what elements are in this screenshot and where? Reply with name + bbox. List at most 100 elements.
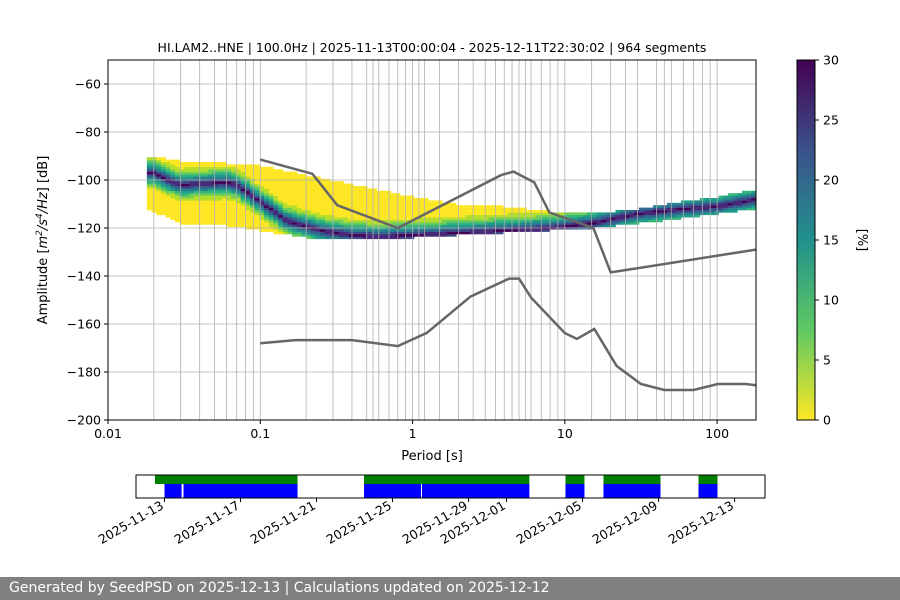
density-cell — [428, 219, 434, 223]
density-cell — [259, 195, 265, 199]
grid-lines — [108, 60, 756, 421]
density-cell — [652, 219, 659, 223]
density-cell — [409, 231, 415, 235]
density-cell — [287, 210, 293, 213]
density-cell — [189, 169, 195, 172]
density-cell — [207, 169, 213, 172]
density-cell — [203, 200, 209, 204]
density-cell — [381, 195, 387, 199]
density-cell — [320, 200, 326, 204]
density-cell — [704, 207, 710, 211]
density-cell — [648, 214, 654, 218]
density-cell — [235, 174, 241, 177]
density-cell — [540, 219, 546, 223]
density-cell — [221, 207, 227, 211]
density-cell — [292, 224, 298, 228]
density-cell — [226, 214, 232, 218]
density-cell — [264, 174, 270, 177]
density-cell — [249, 217, 256, 220]
density-cell — [540, 229, 546, 232]
density-cell — [526, 219, 532, 223]
density-cell — [226, 176, 232, 180]
density-cell — [432, 222, 438, 225]
density-cell — [240, 219, 246, 223]
density-cell — [306, 190, 312, 194]
density-cell — [737, 198, 743, 201]
psd-plot-area: 0.01 0.1 1 10 100 −60−80−100−120−140−160−180… — [67, 59, 757, 441]
density-cell — [179, 193, 185, 196]
density-cell — [338, 210, 345, 213]
density-cell — [666, 210, 673, 213]
density-cell — [278, 169, 284, 172]
density-cell — [446, 224, 452, 228]
density-cell — [189, 219, 195, 223]
density-cell — [676, 214, 682, 218]
density-cell — [235, 190, 241, 194]
density-cell — [156, 198, 162, 201]
density-cell — [324, 181, 331, 184]
timeline-tick-label: 2025-11-25 — [324, 498, 394, 547]
density-cell — [273, 174, 279, 177]
density-cell — [278, 188, 284, 192]
density-cell — [409, 195, 415, 199]
density-cell — [620, 212, 626, 216]
density-cell — [198, 186, 204, 189]
density-cell — [442, 231, 448, 235]
density-cell — [432, 200, 438, 204]
density-cell — [240, 169, 246, 172]
density-cell — [231, 210, 237, 213]
density-cell — [615, 214, 621, 218]
density-cell — [198, 193, 204, 196]
density-cell — [315, 190, 321, 194]
density-cell — [381, 234, 387, 237]
density-cell — [685, 214, 691, 218]
density-cell — [160, 174, 167, 177]
density-cell — [189, 205, 195, 208]
colorbar-tick-label: 30 — [823, 53, 839, 68]
density-cell — [479, 222, 485, 225]
density-cell — [189, 222, 195, 225]
density-cell — [221, 162, 227, 165]
density-cell — [235, 212, 241, 216]
density-cell — [577, 212, 584, 216]
density-cell — [320, 210, 326, 213]
density-cell — [245, 186, 251, 189]
density-cell — [493, 207, 499, 211]
density-cell — [203, 222, 209, 225]
density-cell — [502, 214, 509, 218]
density-cell — [301, 205, 307, 208]
density-cell — [343, 186, 349, 189]
density-cell — [306, 234, 312, 237]
density-cell — [409, 198, 415, 201]
density-cell — [287, 229, 293, 232]
colorbar-tick-label: 20 — [823, 173, 839, 188]
density-cell — [165, 171, 171, 175]
density-cell — [362, 200, 368, 204]
density-cell — [160, 171, 167, 175]
density-cell — [207, 188, 213, 192]
density-cell — [493, 205, 499, 208]
density-cell — [343, 217, 349, 220]
density-cell — [559, 219, 565, 223]
density-cell — [282, 231, 288, 235]
density-cell — [292, 176, 298, 180]
density-cell — [493, 219, 499, 223]
density-cell — [634, 214, 640, 218]
x-axis-label: Period [s] — [401, 449, 463, 464]
density-cell — [451, 222, 457, 225]
density-cell — [156, 183, 162, 187]
density-cell — [423, 217, 429, 220]
density-cell — [381, 229, 387, 232]
density-cell — [235, 188, 241, 192]
density-cell — [362, 210, 368, 213]
density-cell — [367, 210, 373, 213]
density-cell — [301, 224, 307, 228]
density-cell — [371, 234, 377, 237]
density-cell — [287, 174, 293, 177]
density-cell — [207, 207, 213, 211]
density-cell — [165, 210, 171, 213]
density-cell — [643, 210, 649, 213]
density-cell — [179, 202, 185, 206]
density-cell — [545, 214, 551, 218]
density-cell — [634, 210, 640, 213]
